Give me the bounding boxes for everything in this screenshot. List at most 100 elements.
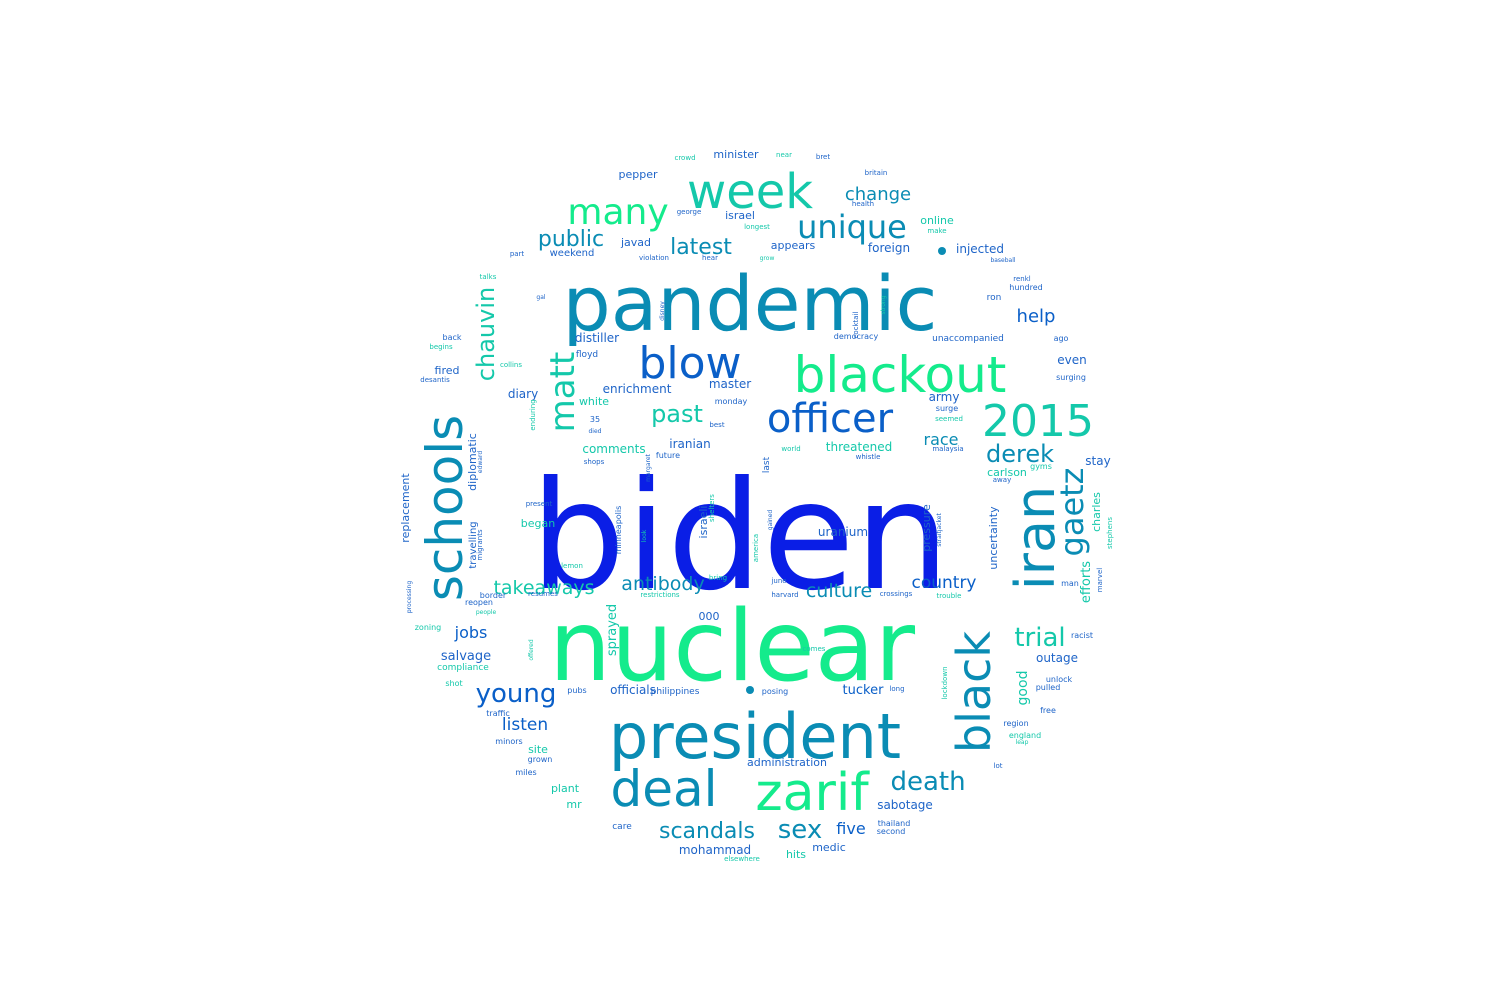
word-mr: mr — [566, 798, 582, 811]
word-white: white — [579, 395, 609, 408]
word-died: died — [589, 428, 602, 435]
dot-mark — [938, 247, 946, 255]
word-renkl: renkl — [1013, 275, 1031, 283]
word-master: master — [709, 377, 751, 391]
word-grow: grow — [760, 255, 775, 262]
word-britain: britain — [865, 169, 888, 177]
word-present: present — [526, 500, 553, 508]
word-whistle: whistle — [856, 453, 881, 461]
word-second: second — [877, 827, 906, 836]
word-trial: trial — [1014, 623, 1065, 653]
word-gal: gal — [536, 294, 545, 301]
word-change: change — [845, 184, 911, 205]
word-distiller: distiller — [575, 331, 619, 345]
word-cocktail: cocktail — [852, 311, 860, 338]
word-public: public — [538, 227, 604, 252]
word-hits: hits — [786, 848, 806, 861]
word-help: help — [1017, 306, 1056, 327]
word-site: site — [528, 743, 548, 756]
word-america: america — [752, 534, 760, 562]
word-reopen: reopen — [465, 598, 493, 607]
word-health: health — [852, 200, 874, 208]
word-compliance: compliance — [437, 663, 489, 673]
word-philippines: philippines — [651, 687, 700, 697]
word-gyms: gyms — [1030, 462, 1052, 471]
word-traffic: traffic — [486, 709, 509, 718]
word-elsewhere: elsewhere — [724, 855, 760, 863]
word-pressure: pressure — [920, 504, 933, 552]
word-part: part — [510, 250, 525, 258]
word-hundred: hundred — [1009, 283, 1042, 292]
word-group: biden nuclear pandemic president blackou… — [399, 148, 1114, 863]
word-crowd: crowd — [674, 154, 695, 162]
word-stay: stay — [1085, 454, 1110, 468]
word-officer: officer — [767, 396, 894, 442]
word-last: last — [762, 456, 772, 473]
word-blow: blow — [638, 338, 741, 389]
word-future: future — [656, 451, 680, 460]
word-violation: violation — [639, 254, 669, 262]
word-replacement: replacement — [399, 473, 412, 543]
word-uranium: uranium — [818, 525, 868, 539]
word-latest: latest — [670, 235, 732, 260]
word-weekend: weekend — [550, 248, 595, 259]
word-minneapolis: minneapolis — [614, 506, 623, 555]
word-malaysia: malaysia — [932, 445, 963, 453]
word-000: 000 — [699, 610, 720, 623]
word-minister: minister — [713, 148, 759, 161]
word-longest: longest — [744, 223, 770, 231]
word-charles: charles — [1090, 492, 1103, 532]
word-unaccompanied: unaccompanied — [932, 334, 1004, 344]
word-fired: fired — [435, 364, 460, 377]
word-near: near — [776, 151, 792, 159]
word-resumes: resumes — [528, 590, 558, 598]
word-35: 35 — [590, 415, 600, 424]
word-bret: bret — [816, 153, 830, 161]
word-trouble: trouble — [937, 592, 962, 600]
word-pepper: pepper — [618, 168, 657, 181]
word-region: region — [1003, 719, 1028, 728]
word-mohammad: mohammad — [679, 843, 751, 857]
word-zarif: zarif — [755, 763, 870, 823]
word-derek: derek — [986, 440, 1054, 468]
word-care: care — [612, 822, 632, 832]
word-death: death — [890, 767, 965, 797]
word-president: president — [609, 700, 901, 773]
word-ron: ron — [987, 293, 1002, 303]
word-gained: gained — [767, 510, 774, 531]
word-carlson: carlson — [987, 466, 1027, 479]
word-look: look — [641, 529, 648, 542]
word-efforts: efforts — [1079, 561, 1094, 603]
word-george: george — [677, 208, 702, 216]
word-army: army — [929, 390, 960, 404]
word-people: people — [476, 609, 497, 616]
word-sprayed: sprayed — [605, 604, 620, 656]
word-officials: officials — [610, 683, 656, 697]
word-good: good — [1015, 671, 1031, 706]
word-leap: leap — [1016, 739, 1029, 746]
word-harvard: harvard — [771, 591, 798, 599]
word-baseball: baseball — [990, 257, 1015, 264]
word-straitjacket: straitjacket — [936, 513, 943, 547]
word-man: man — [1061, 579, 1079, 588]
word-deal: deal — [610, 760, 717, 818]
word-tucker: tucker — [843, 683, 885, 698]
word-posing: posing — [762, 687, 789, 696]
word-scandals: scandals — [659, 819, 755, 844]
word-processing: processing — [406, 581, 413, 614]
word-ago: ago — [1054, 334, 1069, 343]
word-lot: lot — [994, 762, 1003, 770]
word-chauvin: chauvin — [472, 287, 500, 381]
word-travelling: travelling — [468, 521, 479, 568]
word-week: week — [687, 164, 813, 220]
word-takeaways: takeaways — [493, 577, 594, 599]
word-june: june — [770, 577, 786, 585]
word-schools: schools — [416, 415, 474, 601]
word-race: race — [923, 430, 958, 449]
word-surging: surging — [1056, 373, 1086, 382]
word-stephens: stephens — [1106, 517, 1114, 549]
word-biden: biden — [530, 450, 949, 624]
word-border: border — [480, 591, 507, 600]
word-shot: shot — [445, 679, 462, 688]
word-shops: shops — [584, 458, 605, 466]
